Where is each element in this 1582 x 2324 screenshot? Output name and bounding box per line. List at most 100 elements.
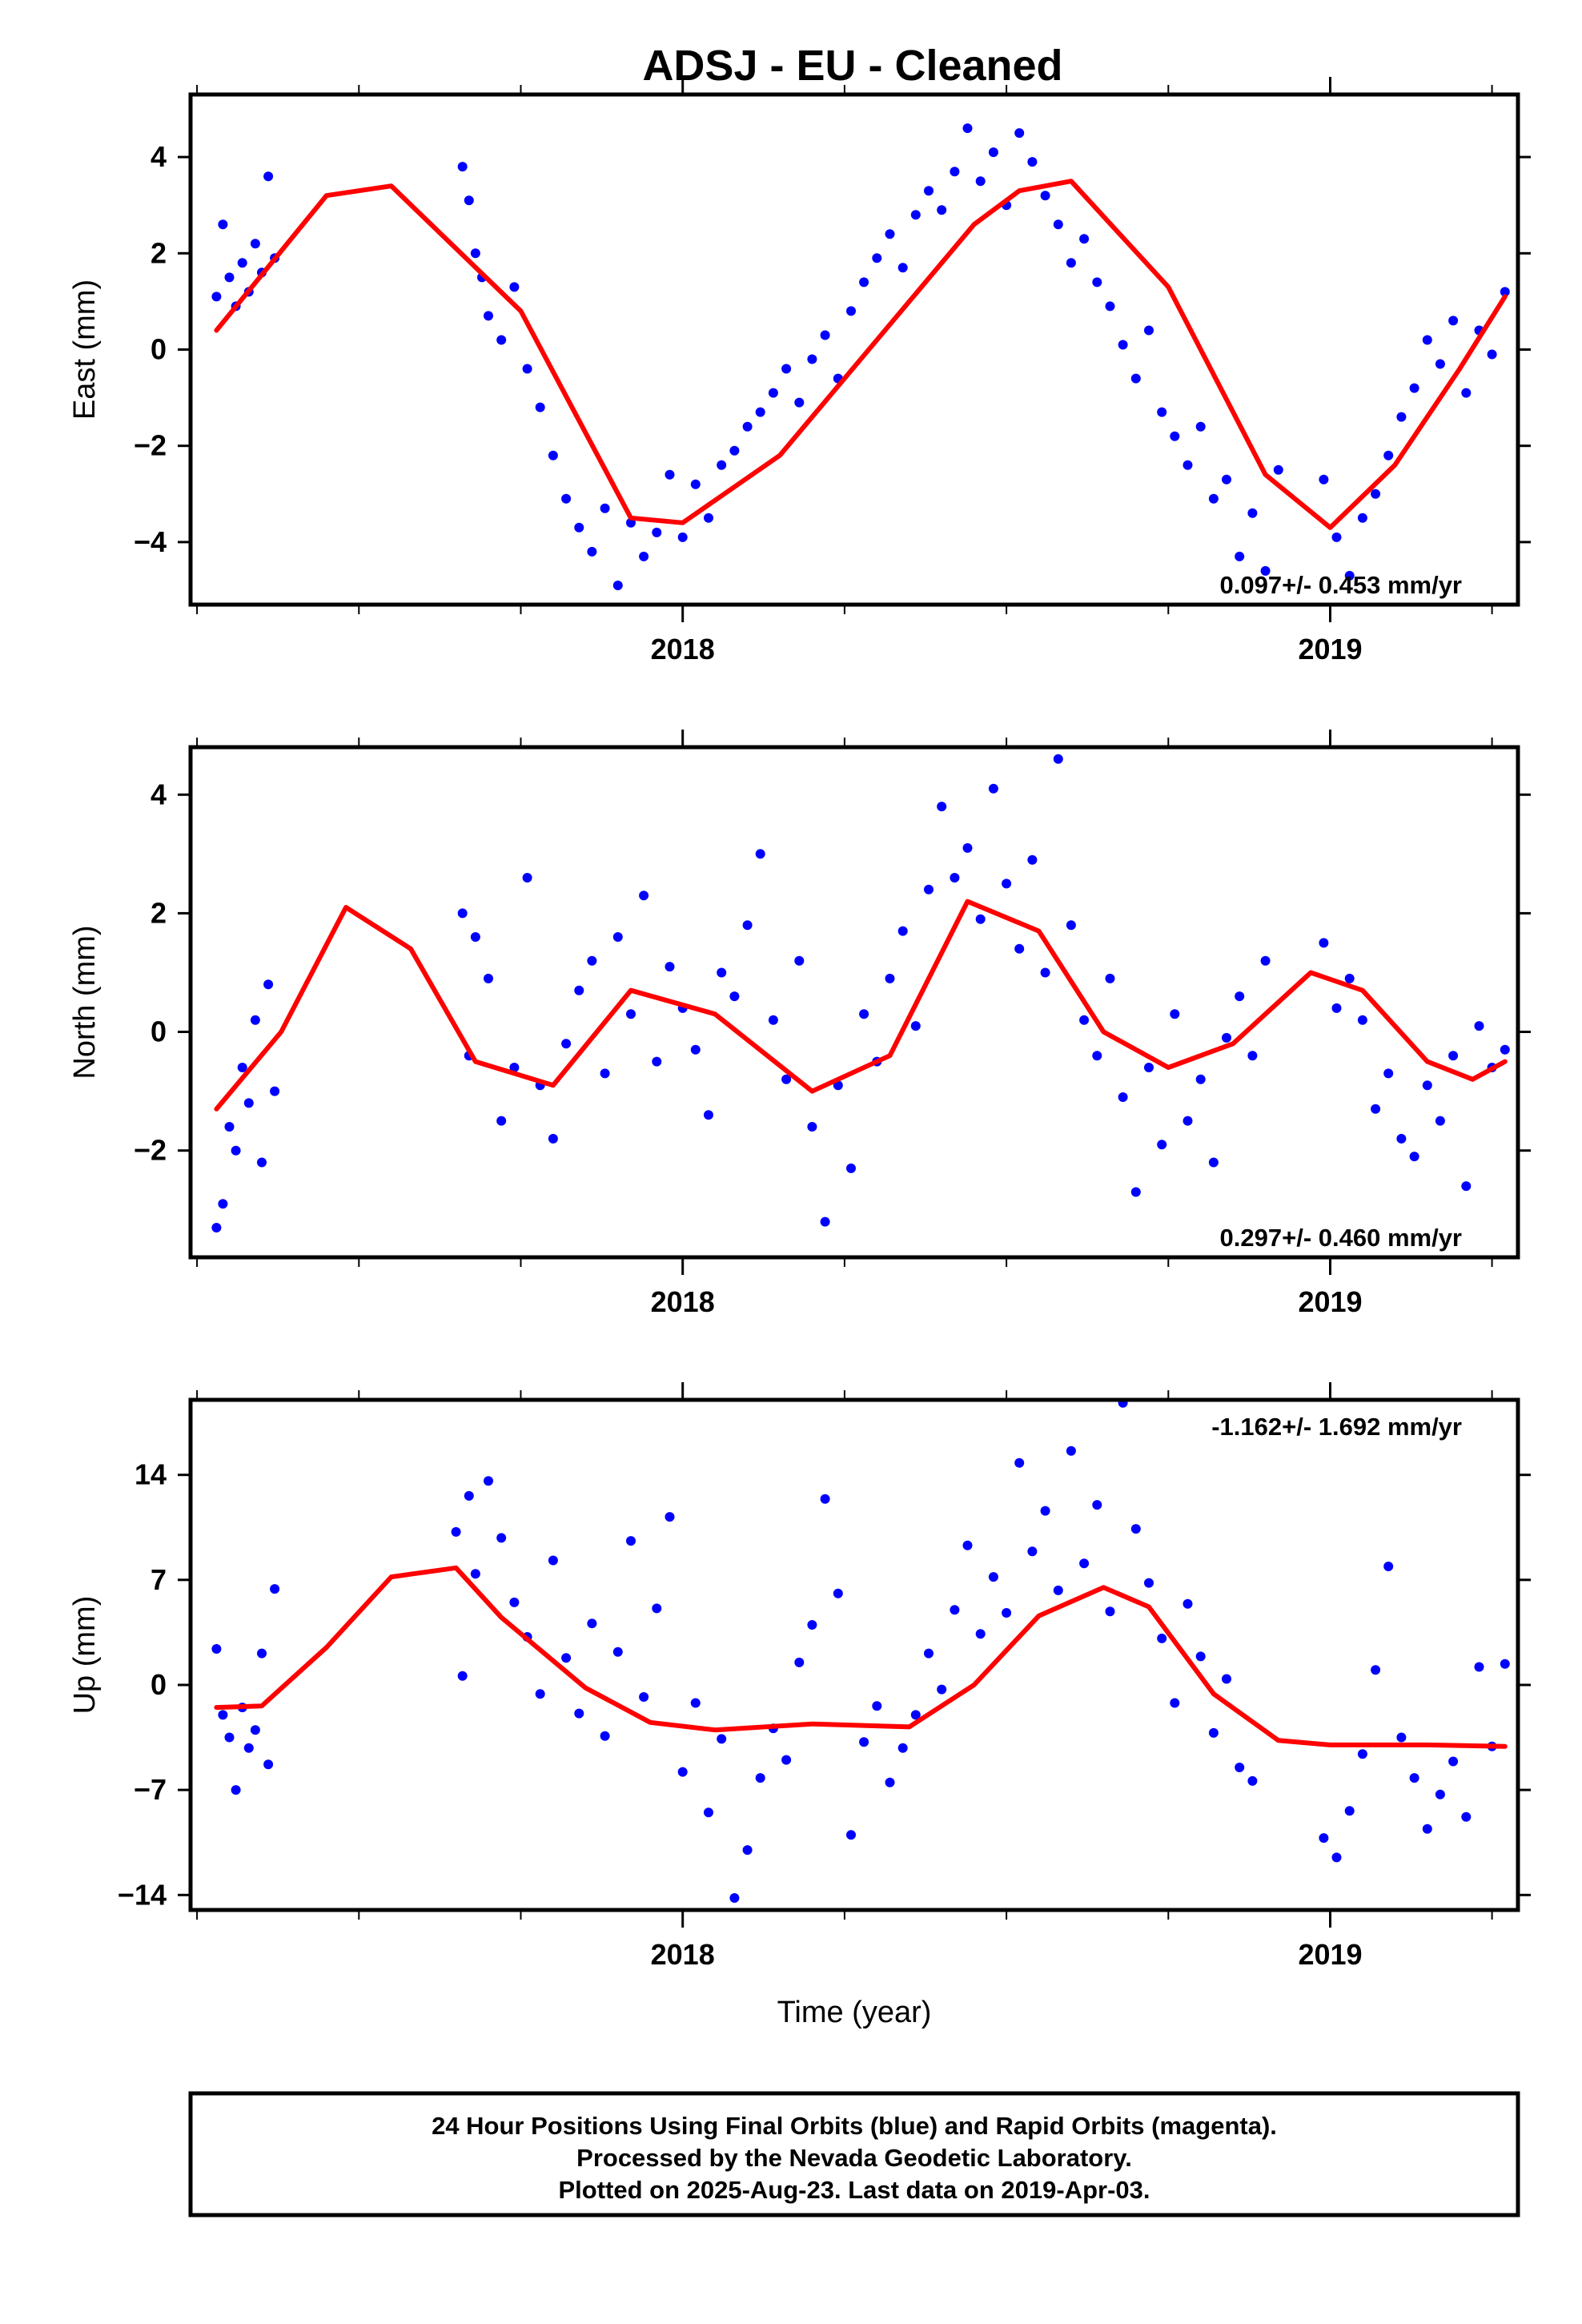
north-point [1422,1080,1432,1091]
north-point [885,973,895,983]
east-point [1040,191,1050,201]
up-point [587,1618,597,1629]
east-point [717,460,727,470]
east-point [794,397,805,408]
up-y-tick-label: −14 [118,1878,167,1911]
up-point [950,1605,960,1615]
up-point [548,1555,558,1566]
east-point [1182,460,1193,470]
east-point [1383,450,1394,460]
north-point [742,920,753,931]
up-point [263,1759,274,1770]
up-point [1208,1727,1219,1738]
east-point [1422,335,1432,345]
up-point [250,1725,260,1735]
north-point [988,783,998,794]
north-points [211,754,1510,1232]
up-rate-label: -1.162+/- 1.692 mm/yr [1211,1413,1462,1441]
east-point [665,469,675,480]
north-point [211,1223,222,1232]
up-x-tick-label: 2018 [651,1938,715,1971]
east-point [704,513,713,523]
north-point [1105,973,1115,983]
east-point [211,292,222,302]
up-point [464,1490,474,1501]
north-point [1474,1021,1484,1031]
east-point [1079,234,1090,244]
north-point [962,842,973,853]
east-point [910,210,921,220]
up-point [600,1731,610,1741]
east-y-tick-label: −4 [134,525,167,558]
east-point [1208,493,1219,504]
north-plot-frame [188,745,1520,1260]
east-point [548,450,558,460]
up-point [1157,1633,1167,1643]
east-point [561,493,572,504]
footer-line-1: 24 Hour Positions Using Final Orbits (bl… [432,2112,1277,2140]
up-point [924,1648,934,1659]
north-point [1118,1092,1128,1102]
up-point [561,1653,572,1663]
north-y-tick-label: 0 [151,1015,167,1048]
east-point [924,186,934,196]
up-point [962,1540,973,1550]
east-point [600,503,610,513]
north-point [768,1015,778,1025]
up-point [574,1708,584,1719]
north-point [1130,1187,1141,1197]
north-point [470,932,480,942]
up-point [612,1647,623,1657]
north-point [846,1163,856,1173]
east-point [1396,412,1407,422]
east-point [1144,325,1154,336]
north-point [1260,955,1271,966]
east-point [820,330,830,340]
up-point [755,1773,765,1783]
up-point [910,1710,921,1720]
north-point [600,1068,610,1079]
east-point [224,272,235,283]
north-point [690,1044,701,1055]
north-point [717,967,727,978]
north-point [1144,1063,1154,1072]
north-point [548,1133,558,1144]
east-point [639,551,649,561]
up-point [937,1684,947,1695]
east-point [885,229,895,239]
up-point [781,1755,792,1765]
east-point [755,407,765,417]
north-point [612,932,623,942]
east-point [1053,219,1063,230]
east-point [612,581,623,590]
east-x-tick-label: 2019 [1298,633,1362,665]
up-point [833,1588,843,1598]
up-point [1500,1659,1510,1669]
east-point [975,176,986,187]
up-point [639,1692,649,1702]
north-point [218,1199,228,1209]
up-point [470,1569,480,1579]
east-point [470,248,480,259]
north-point [794,955,805,966]
up-point [1235,1763,1245,1772]
footer-box: 24 Hour Positions Using Final Orbits (bl… [188,2091,1520,2217]
east-point [1130,373,1141,384]
up-x-axis-label: Time (year) [777,1996,932,2029]
east-point [962,123,973,134]
east-point [522,364,532,374]
up-y-tick-label: 0 [151,1668,167,1701]
east-point [950,167,960,177]
north-point [975,914,986,924]
east-point [897,263,908,273]
up-point [457,1671,468,1681]
east-point [574,522,584,533]
east-point [859,277,869,287]
east-point [250,239,260,249]
up-point [257,1648,267,1659]
east-y-tick-label: 2 [151,236,167,269]
up-point [231,1785,241,1795]
east-point [1157,407,1167,417]
up-point [218,1710,228,1720]
up-point [1409,1773,1419,1783]
